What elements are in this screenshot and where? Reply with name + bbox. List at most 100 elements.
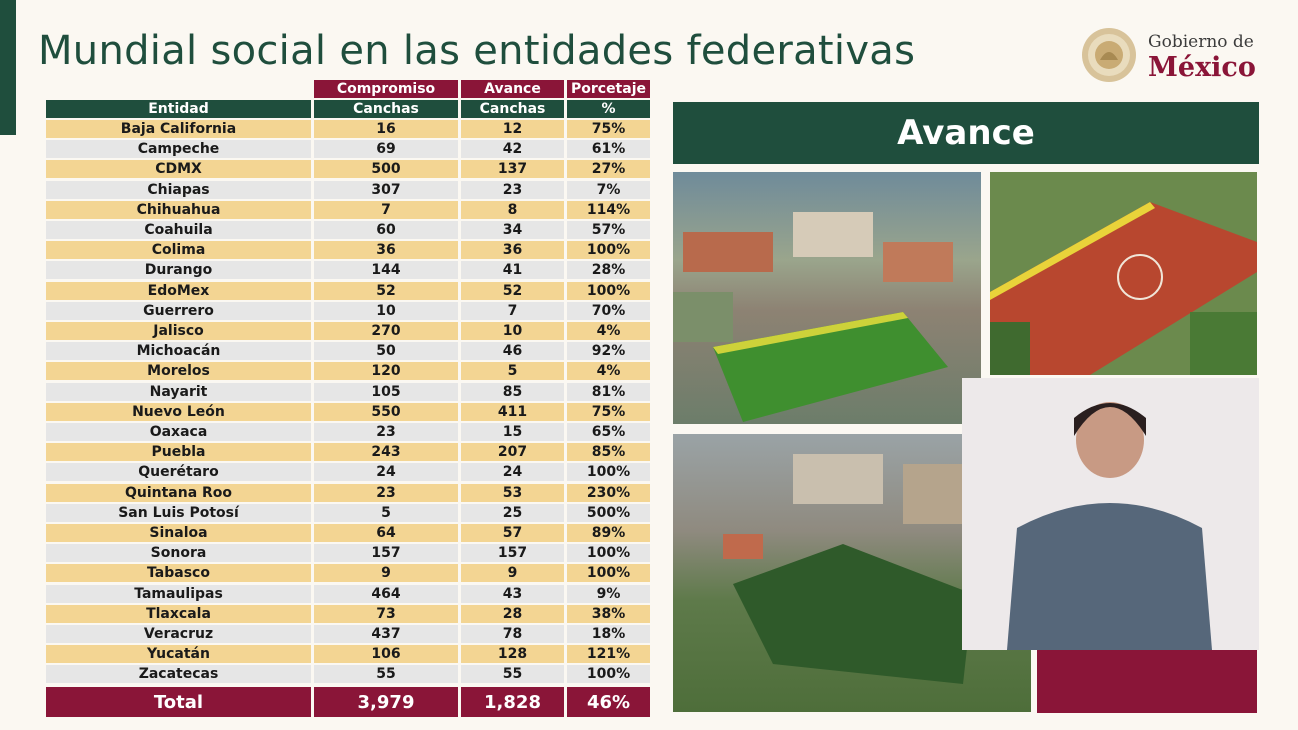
table-row: Sinaloa 64 57 89% bbox=[46, 524, 650, 542]
table-cell: 34 bbox=[461, 221, 564, 239]
table-row: CDMX 500 137 27% bbox=[46, 160, 650, 179]
table-cell: 55 bbox=[314, 665, 458, 684]
table-cell: 7% bbox=[567, 180, 650, 199]
table-cell: 64 bbox=[314, 524, 458, 542]
table-cell: 100% bbox=[567, 241, 650, 260]
table-cell: 73 bbox=[314, 604, 458, 623]
table-cell: 50 bbox=[314, 342, 458, 361]
sign-language-interpreter bbox=[962, 378, 1259, 650]
table-cell: 85 bbox=[461, 382, 564, 401]
table-row: Michoacán 50 46 92% bbox=[46, 342, 650, 361]
table-cell: 100% bbox=[567, 463, 650, 482]
table-cell: 78 bbox=[461, 625, 564, 643]
table-cell: 23 bbox=[314, 423, 458, 441]
table-cell: 61% bbox=[567, 140, 650, 159]
table-row: Tabasco 9 9 100% bbox=[46, 564, 650, 583]
table-cell: 243 bbox=[314, 443, 458, 462]
table-cell: 8 bbox=[461, 200, 564, 219]
sub-header-cell: Canchas bbox=[461, 100, 564, 118]
table-cell: 42 bbox=[461, 140, 564, 159]
table-row: Quintana Roo 23 53 230% bbox=[46, 483, 650, 502]
table-cell: 437 bbox=[314, 625, 458, 643]
table-cell: 307 bbox=[314, 180, 458, 199]
table-cell: 105 bbox=[314, 382, 458, 401]
table-cell: 15 bbox=[461, 423, 564, 441]
table-cell: 24 bbox=[314, 463, 458, 482]
table-cell: 27% bbox=[567, 160, 650, 179]
table-row: Campeche 69 42 61% bbox=[46, 140, 650, 159]
table-cell: 92% bbox=[567, 342, 650, 361]
table-cell: 24 bbox=[461, 463, 564, 482]
top-header-cell: Compromiso bbox=[314, 80, 458, 98]
table-cell: 157 bbox=[461, 544, 564, 563]
national-seal-icon bbox=[1082, 28, 1136, 82]
table-cell: 100% bbox=[567, 544, 650, 563]
table-cell: 16 bbox=[314, 120, 458, 138]
table-row: Colima 36 36 100% bbox=[46, 241, 650, 260]
table-cell: 4% bbox=[567, 322, 650, 340]
sub-header-cell: % bbox=[567, 100, 650, 118]
table-cell: 12 bbox=[461, 120, 564, 138]
entity-name: Jalisco bbox=[46, 322, 311, 340]
table-cell: 120 bbox=[314, 362, 458, 381]
table-cell: 18% bbox=[567, 625, 650, 643]
table-row: Durango 144 41 28% bbox=[46, 261, 650, 280]
table-row: Veracruz 437 78 18% bbox=[46, 625, 650, 643]
table-cell: 128 bbox=[461, 645, 564, 664]
table-cell: 100% bbox=[567, 665, 650, 684]
table-cell: 60 bbox=[314, 221, 458, 239]
table-cell: 70% bbox=[567, 301, 650, 320]
table-cell: 75% bbox=[567, 120, 650, 138]
table-cell: 5 bbox=[461, 362, 564, 381]
entity-name: Chihuahua bbox=[46, 200, 311, 219]
table-cell: 144 bbox=[314, 261, 458, 280]
table-cell: 52 bbox=[461, 281, 564, 300]
table-total-row: Total 3,979 1,828 46% bbox=[46, 687, 650, 717]
table-row: Nuevo León 550 411 75% bbox=[46, 402, 650, 421]
table-cell: 28 bbox=[461, 604, 564, 623]
table-row: San Luis Potosí 5 25 500% bbox=[46, 503, 650, 522]
table-row: Sonora 157 157 100% bbox=[46, 544, 650, 563]
entity-name: Querétaro bbox=[46, 463, 311, 482]
entity-name: Sinaloa bbox=[46, 524, 311, 542]
table-row: Yucatán 106 128 121% bbox=[46, 645, 650, 664]
table-cell: 5 bbox=[314, 503, 458, 522]
table-cell: 89% bbox=[567, 524, 650, 542]
entity-name: Guerrero bbox=[46, 301, 311, 320]
table-row: Jalisco 270 10 4% bbox=[46, 322, 650, 340]
entity-name: Tabasco bbox=[46, 564, 311, 583]
top-header-cell: Avance bbox=[461, 80, 564, 98]
entity-name: Tamaulipas bbox=[46, 584, 311, 603]
entity-name: Zacatecas bbox=[46, 665, 311, 684]
table-cell: 85% bbox=[567, 443, 650, 462]
entity-name: EdoMex bbox=[46, 281, 311, 300]
entity-name: Baja California bbox=[46, 120, 311, 138]
logo-line-1: Gobierno de bbox=[1148, 32, 1254, 52]
table-cell: 106 bbox=[314, 645, 458, 664]
table-cell: 270 bbox=[314, 322, 458, 340]
table-cell: 75% bbox=[567, 402, 650, 421]
table-row: Chihuahua 7 8 114% bbox=[46, 200, 650, 219]
table-row: Tlaxcala 73 28 38% bbox=[46, 604, 650, 623]
table-cell: 7 bbox=[461, 301, 564, 320]
photo-stadium-aerial bbox=[673, 172, 981, 424]
gobierno-logo: Gobierno de México bbox=[1080, 26, 1280, 86]
table-row: Morelos 120 5 4% bbox=[46, 362, 650, 381]
table-row: Tamaulipas 464 43 9% bbox=[46, 584, 650, 603]
photo-clay-court bbox=[990, 172, 1257, 375]
table-row: Nayarit 105 85 81% bbox=[46, 382, 650, 401]
table-cell: 55 bbox=[461, 665, 564, 684]
table-cell: 41 bbox=[461, 261, 564, 280]
table-cell: 157 bbox=[314, 544, 458, 563]
interpreter-bar bbox=[1037, 650, 1257, 713]
table-cell: 500 bbox=[314, 160, 458, 179]
table-cell: 57% bbox=[567, 221, 650, 239]
entity-name: Chiapas bbox=[46, 180, 311, 199]
table-cell: 100% bbox=[567, 281, 650, 300]
table-cell: 65% bbox=[567, 423, 650, 441]
sub-header-cell: Canchas bbox=[314, 100, 458, 118]
table-row: Zacatecas 55 55 100% bbox=[46, 665, 650, 684]
entity-name: Nayarit bbox=[46, 382, 311, 401]
table-row: Oaxaca 23 15 65% bbox=[46, 423, 650, 441]
table-cell: 9% bbox=[567, 584, 650, 603]
